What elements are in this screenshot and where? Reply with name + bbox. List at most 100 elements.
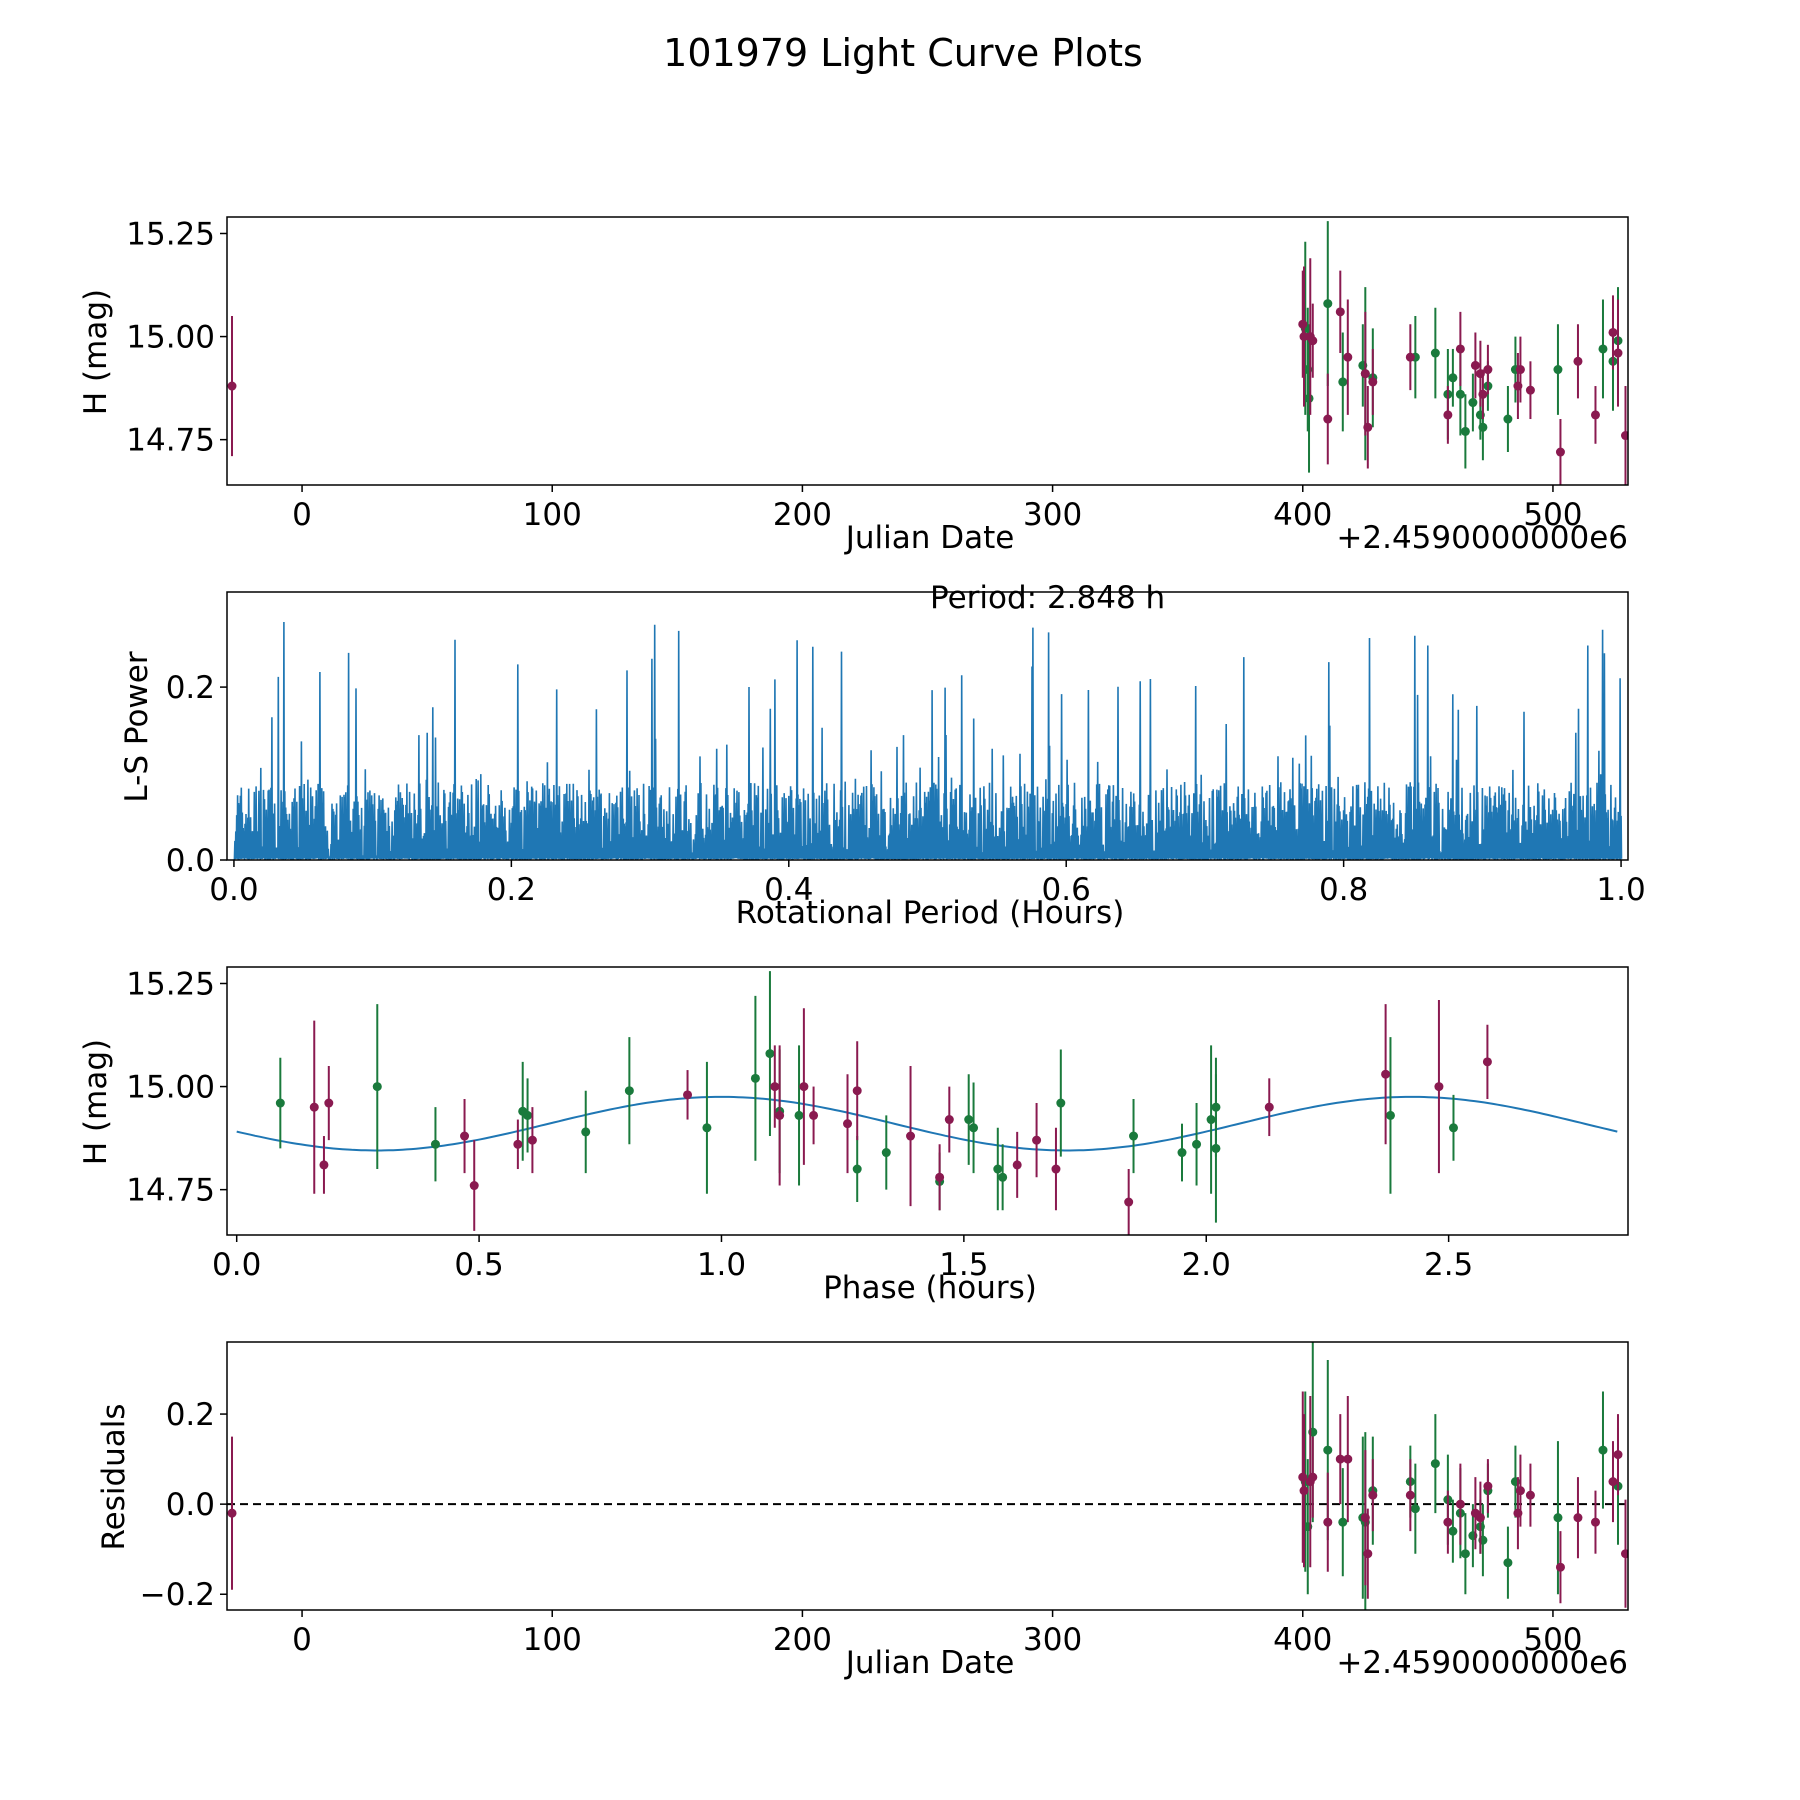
residuals-data-point: [1475, 1513, 1485, 1523]
phased-xtick-label: 0.5: [454, 1247, 503, 1283]
phased-data-point: [275, 1098, 285, 1108]
periodogram-xtick-label: 0.0: [209, 872, 258, 908]
residuals-plot-area: [227, 1342, 1628, 1610]
phased-model-curve: [236, 1095, 1618, 1152]
phased-data-point: [1482, 1057, 1492, 1067]
raw-data-point: [1323, 414, 1333, 424]
phased-xtick-label: 2.0: [1182, 1247, 1231, 1283]
phased-data-point: [1056, 1098, 1066, 1108]
raw-data-point: [1590, 410, 1600, 420]
phased-data-point: [750, 1073, 760, 1083]
phased-data-point: [843, 1119, 853, 1129]
phased-data-point: [1448, 1123, 1458, 1133]
raw-data-point: [1483, 365, 1493, 375]
raw-data-point: [1613, 348, 1623, 358]
raw-data-point: [1298, 319, 1308, 329]
raw-data-point: [1478, 389, 1488, 399]
phased-data-point: [513, 1139, 523, 1149]
raw-xlabel: Julian Date: [844, 520, 1015, 556]
phased-data-point: [1381, 1069, 1391, 1079]
phased-data-point: [770, 1082, 780, 1092]
residuals-data-point: [1368, 1490, 1378, 1500]
phased-data-point: [324, 1098, 334, 1108]
phased-data-point: [523, 1110, 533, 1120]
phased-data-point: [794, 1110, 804, 1120]
raw-data-point: [1553, 365, 1563, 375]
phased-data-point: [852, 1164, 862, 1174]
periodogram-xtick-label: 0.4: [764, 872, 813, 908]
phased-data-point: [799, 1082, 809, 1092]
phased-data-point: [765, 1049, 775, 1059]
phased-data-point: [1051, 1164, 1061, 1174]
raw-data-point: [1515, 365, 1525, 375]
residuals-series-purple-filter: [227, 1391, 1628, 1608]
phased-data-point: [581, 1127, 591, 1137]
phased-data-point: [935, 1172, 945, 1182]
phased-xtick-label: 1.5: [939, 1247, 988, 1283]
residuals-data-point: [1608, 1477, 1618, 1487]
phased-data-point: [372, 1082, 382, 1092]
phased-data-point: [319, 1160, 329, 1170]
residuals-data-point: [1410, 1504, 1420, 1514]
periodogram-xtick-label: 0.2: [487, 872, 536, 908]
raw-data-point: [1343, 352, 1353, 362]
raw-data-point: [1430, 348, 1440, 358]
period-annotation: Period: 2.848 h: [930, 580, 1165, 616]
raw-xtick-label: 300: [1023, 497, 1082, 533]
phased-data-point: [1264, 1102, 1274, 1112]
periodogram-panel: Rotational Period (Hours) L-S Power Peri…: [119, 580, 1646, 931]
phased-data-point: [1434, 1082, 1444, 1092]
residuals-x-offset: +2.4590000000e6: [1336, 1645, 1628, 1681]
phased-data-point: [309, 1102, 319, 1112]
phased-data-point: [1385, 1110, 1395, 1120]
phased-data-point: [964, 1115, 974, 1125]
raw-xtick-label: 100: [523, 497, 582, 533]
raw-x-offset: +2.4590000000e6: [1336, 520, 1628, 556]
residuals-data-point: [1590, 1517, 1600, 1527]
residuals-data-point: [1323, 1517, 1333, 1527]
phased-data-point: [944, 1115, 954, 1125]
raw-data-point: [1448, 373, 1458, 383]
raw-ytick-label: 15.25: [126, 216, 215, 252]
residuals-data-point: [1443, 1517, 1453, 1527]
raw-data-point: [1525, 385, 1535, 395]
phased-data-point: [683, 1090, 693, 1100]
phased-data-point: [998, 1172, 1008, 1182]
phased-data-point: [969, 1123, 979, 1133]
phased-data-point: [775, 1110, 785, 1120]
residuals-data-point: [1515, 1486, 1525, 1496]
phased-ylabel: H (mag): [78, 1039, 114, 1165]
phased-data-point: [1192, 1139, 1202, 1149]
residuals-data-point: [1613, 1450, 1623, 1460]
raw-ylabel: H (mag): [78, 289, 114, 415]
raw-xtick-label: 0: [292, 497, 312, 533]
raw-data-point: [1455, 389, 1465, 399]
residuals-xlabel: Julian Date: [844, 1645, 1015, 1681]
raw-data-point: [1460, 426, 1470, 436]
residuals-data-point: [1343, 1454, 1353, 1464]
residuals-data-point: [1503, 1558, 1513, 1568]
raw-data-point: [227, 381, 237, 391]
phased-xtick-label: 0.0: [212, 1247, 261, 1283]
raw-xtick-label: 500: [1523, 497, 1582, 533]
figure-title: 101979 Light Curve Plots: [663, 31, 1143, 75]
raw-data-point: [1360, 369, 1370, 379]
raw-data-point: [1620, 431, 1628, 441]
periodogram-plot-area: [233, 621, 1623, 860]
phased-data-point: [993, 1164, 1003, 1174]
residuals-xtick-label: 100: [523, 1622, 582, 1658]
residuals-data-point: [1363, 1549, 1373, 1559]
residuals-xtick-label: 500: [1523, 1622, 1582, 1658]
periodogram-xtick-label: 0.8: [1319, 872, 1368, 908]
residuals-ylabel: Residuals: [96, 1403, 132, 1550]
raw-plot-area: [227, 221, 1628, 485]
phased-data-point: [1032, 1135, 1042, 1145]
phased-data-point: [469, 1181, 479, 1191]
periodogram-power-line: [233, 621, 1623, 860]
raw-xtick-label: 400: [1273, 497, 1332, 533]
raw-axes-frame: [226, 216, 1629, 486]
residuals-ytick-label: −0.2: [140, 1577, 215, 1613]
raw-data-point: [1405, 352, 1415, 362]
raw-data-point: [1368, 377, 1378, 387]
